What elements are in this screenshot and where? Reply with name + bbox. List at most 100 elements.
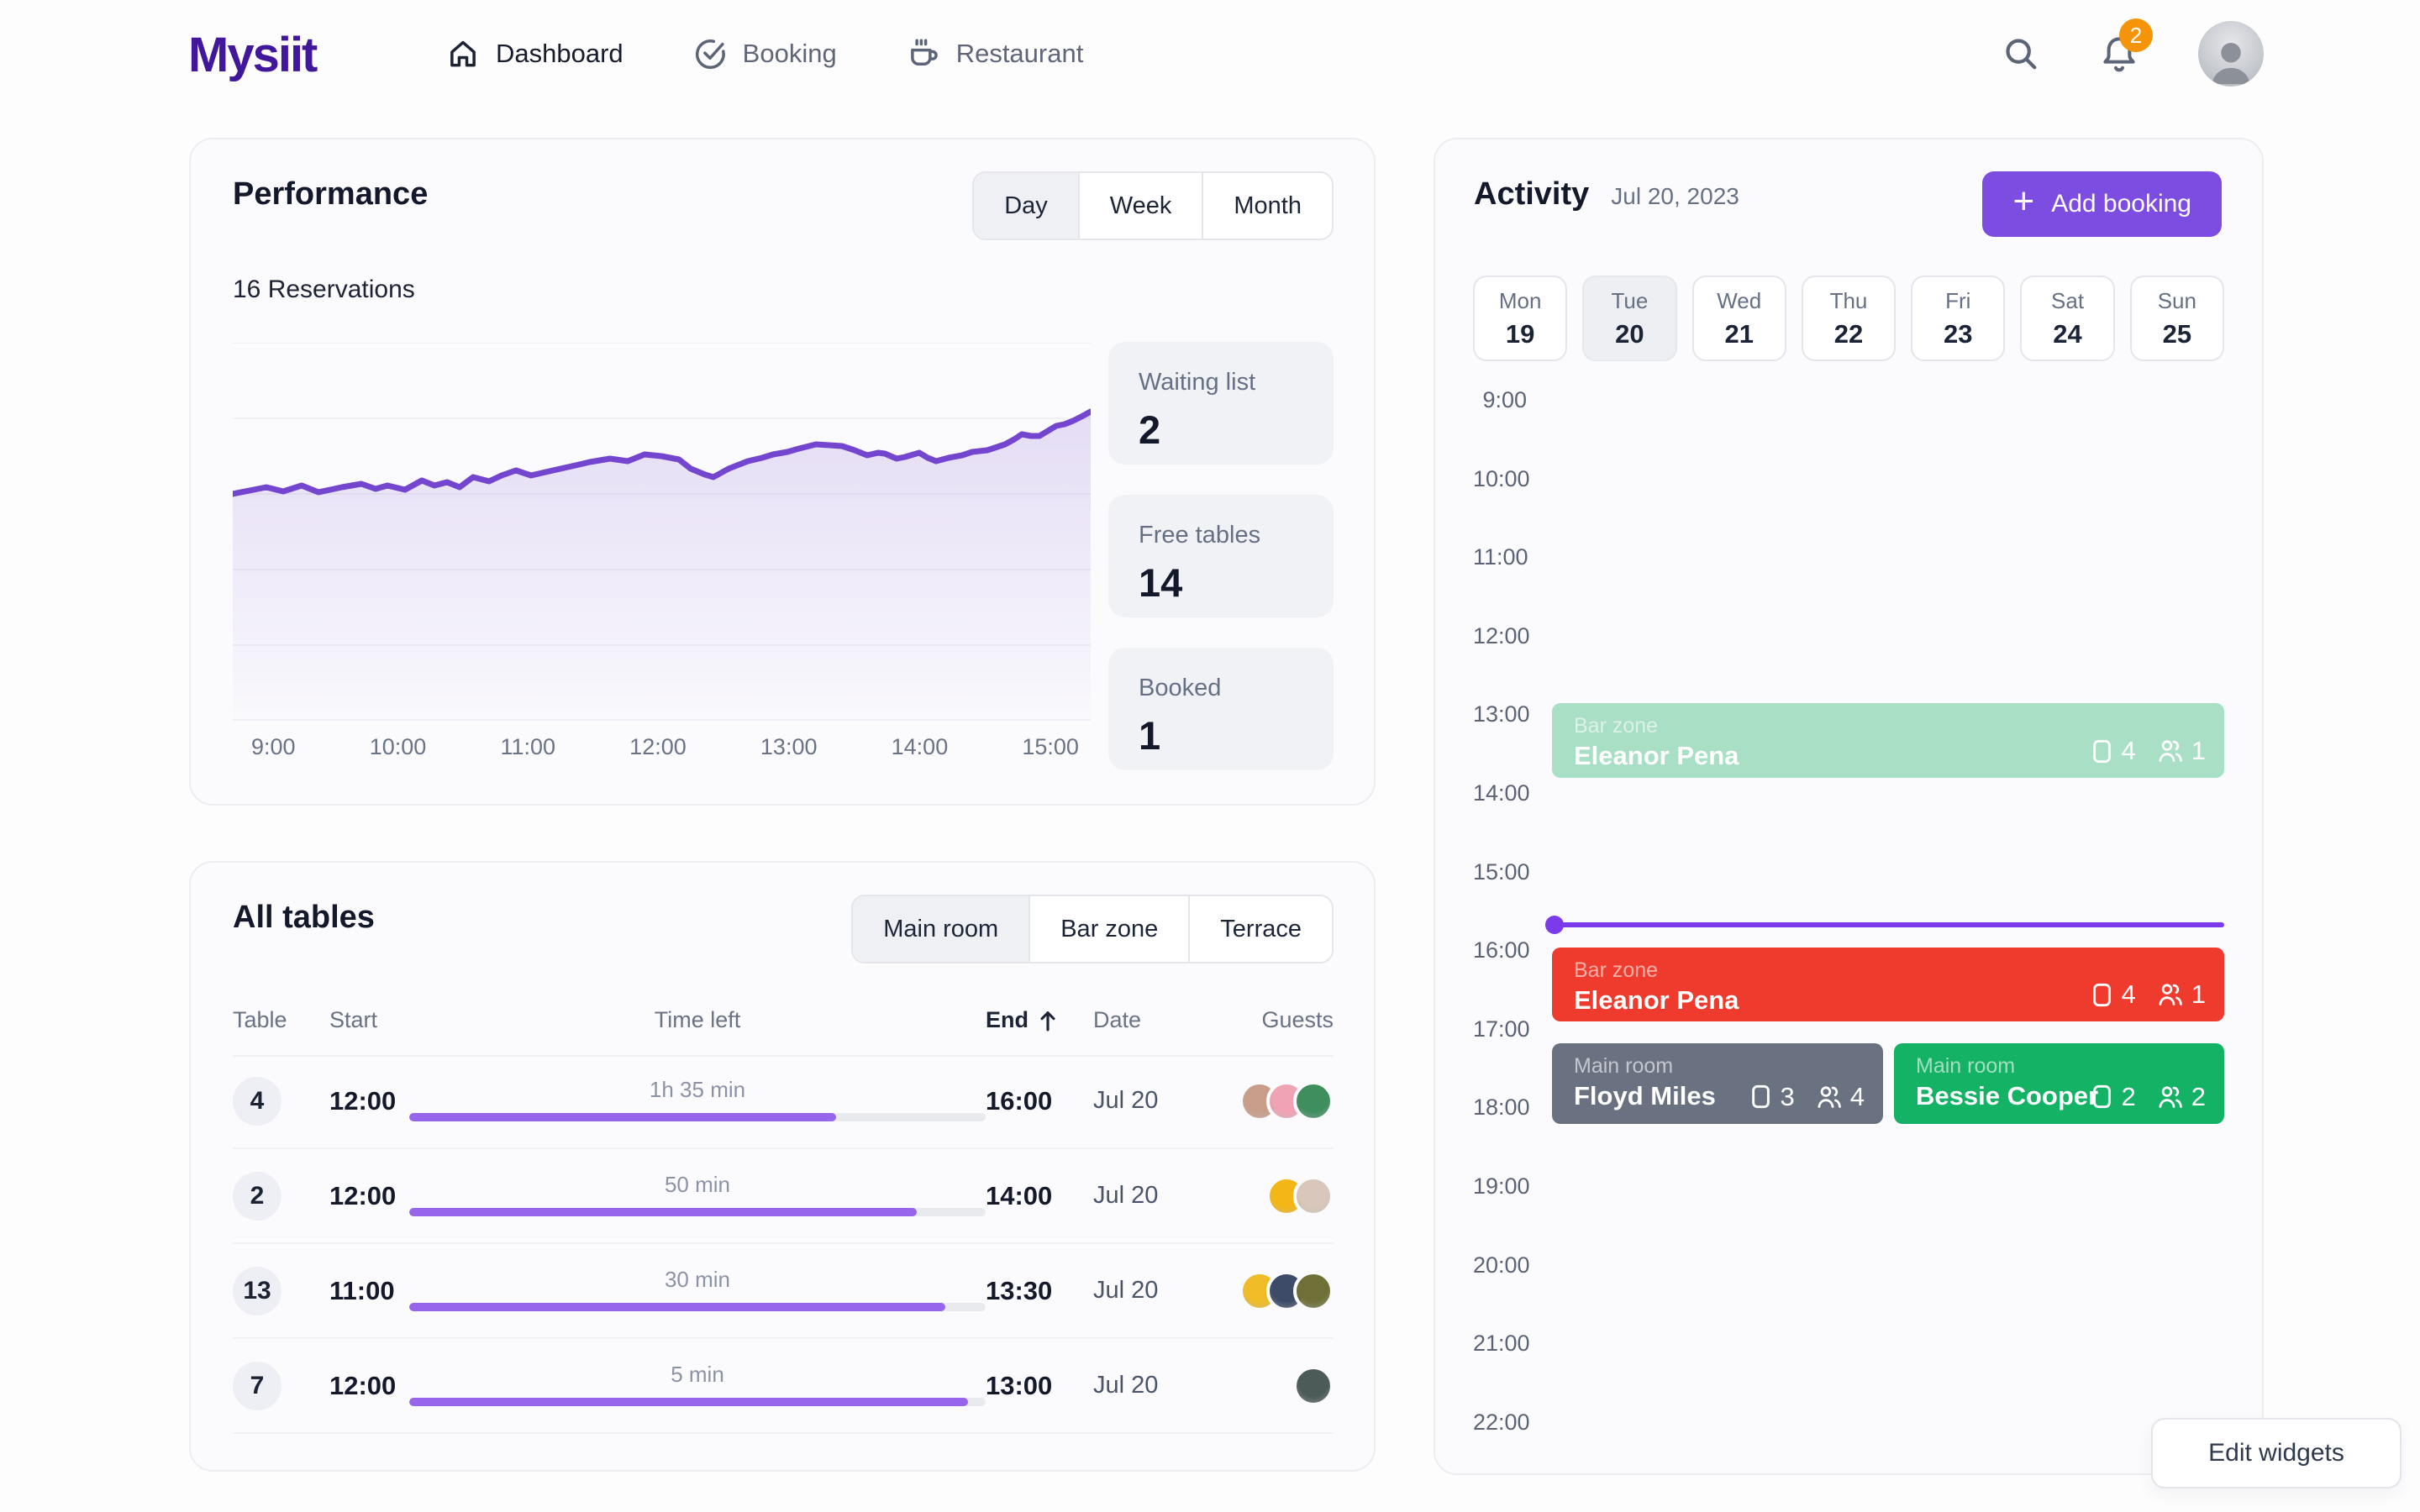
guests-icon — [2158, 1084, 2183, 1110]
event-guests-count: 4 — [1817, 1082, 1865, 1112]
stat-booked: Booked 1 — [1108, 648, 1334, 770]
booking-event-eleanor-pena[interactable]: Bar zone Eleanor Pena 4 1 — [1552, 703, 2224, 779]
event-guests-count: 2 — [2158, 1082, 2206, 1112]
timeline-hour-label: 13:00 — [1473, 701, 1530, 727]
tables-count-value: 4 — [2121, 736, 2136, 766]
event-guest-name: Floyd Miles — [1574, 1080, 1716, 1110]
time-left-label: 30 min — [664, 1267, 731, 1292]
day-chip-mon[interactable]: Mon 19 — [1473, 276, 1568, 361]
table-row[interactable]: 13 11:00 30 min 13:30 Jul 20 — [233, 1244, 1334, 1339]
guest-avatars — [1214, 1175, 1334, 1216]
nav-item-booking[interactable]: Booking — [692, 36, 837, 71]
stat-value: 14 — [1139, 560, 1183, 605]
day-chip-tue[interactable]: Tue 20 — [1582, 276, 1677, 361]
search-icon — [2002, 34, 2040, 73]
guests-icon — [1817, 1084, 1842, 1110]
zone-tab-bar-zone[interactable]: Bar zone — [1028, 896, 1189, 962]
nav-item-restaurant[interactable]: Restaurant — [906, 36, 1083, 71]
day-name: Wed — [1717, 287, 1762, 313]
progress-fill — [409, 1398, 969, 1406]
timeline-hour-label: 22:00 — [1473, 1409, 1530, 1435]
range-tab-day[interactable]: Day — [974, 173, 1078, 239]
booking-event-bessie-cooper[interactable]: Main room Bessie Cooper 2 2 — [1894, 1042, 2224, 1124]
start-time: 12:00 — [329, 1085, 397, 1116]
day-chip-sun[interactable]: Sun 25 — [2129, 276, 2224, 361]
column-date: Date — [1093, 1007, 1142, 1032]
timeline-hour-label: 16:00 — [1473, 937, 1530, 963]
booking-date: Jul 20 — [1093, 1182, 1159, 1209]
user-avatar[interactable] — [2198, 21, 2264, 87]
event-zone: Bar zone — [1574, 958, 1659, 983]
edit-widgets-button[interactable]: Edit widgets — [2151, 1418, 2402, 1488]
day-number: 25 — [2162, 318, 2192, 349]
day-number: 24 — [2053, 318, 2082, 349]
event-guests-count: 1 — [2158, 736, 2206, 766]
event-tables-count: 2 — [2091, 1082, 2136, 1112]
notifications-button[interactable]: 2 — [2099, 18, 2153, 74]
table-row[interactable]: 7 12:00 5 min 13:00 Jul 20 — [233, 1339, 1334, 1434]
performance-stats: Waiting list 2 Free tables 14 Booked 1 — [1108, 342, 1334, 770]
all-tables-card: All tables Main room Bar zone Terrace Tabl… — [189, 861, 1376, 1472]
day-chip-sat[interactable]: Sat 24 — [2020, 276, 2115, 361]
range-tab-month[interactable]: Month — [1202, 173, 1332, 239]
booking-event-floyd-miles[interactable]: Main room Floyd Miles 3 4 — [1552, 1042, 1883, 1124]
x-tick: 14:00 — [891, 734, 949, 759]
booking-date: Jul 20 — [1093, 1372, 1159, 1399]
x-tick: 15:00 — [1022, 734, 1079, 759]
coffee-cup-icon — [906, 36, 941, 71]
x-tick: 10:00 — [369, 734, 427, 759]
range-tab-week[interactable]: Week — [1077, 173, 1202, 239]
guest-avatar — [1293, 1270, 1334, 1311]
guest-avatars — [1214, 1365, 1334, 1406]
topbar-actions: 2 — [2002, 0, 2264, 108]
booking-event-eleanor-pena[interactable]: Bar zone Eleanor Pena 4 1 — [1552, 948, 2224, 1022]
table-number-cell: 2 — [233, 1171, 329, 1221]
day-chip-fri[interactable]: Fri 23 — [1911, 276, 2006, 361]
timeline-hour-label: 12:00 — [1473, 622, 1530, 648]
search-button[interactable] — [2002, 34, 2040, 73]
brand-logo[interactable]: Mysiit — [188, 28, 318, 82]
guest-avatars — [1214, 1270, 1334, 1311]
day-name: Sat — [2051, 287, 2085, 313]
timeline-hour-label: 10:00 — [1473, 465, 1530, 491]
nav-item-dashboard[interactable]: Dashboard — [445, 36, 623, 71]
day-chip-thu[interactable]: Thu 22 — [1801, 276, 1897, 361]
add-booking-button[interactable]: + Add booking — [1982, 171, 2222, 237]
time-left-label: 5 min — [671, 1362, 724, 1387]
tables-count-value: 3 — [1780, 1081, 1795, 1111]
activity-card: Activity Jul 20, 2023 + Add booking Mon 1… — [1434, 138, 2264, 1475]
stat-free-tables: Free tables 14 — [1108, 495, 1334, 617]
reservations-count: 16 Reservations — [233, 276, 415, 303]
performance-title: Performance — [233, 176, 429, 212]
performance-range-toggle: Day Week Month — [972, 171, 1334, 240]
table-number-cell: 4 — [233, 1076, 329, 1126]
progress-track — [409, 1303, 986, 1311]
tables-count-value: 2 — [2121, 1081, 2136, 1111]
zone-tab-main-room[interactable]: Main room — [853, 896, 1029, 962]
day-name: Tue — [1611, 287, 1649, 313]
time-left-label: 1h 35 min — [649, 1077, 746, 1102]
progress-fill — [409, 1303, 945, 1311]
table-icon — [2091, 982, 2113, 1008]
time-left-cell: 30 min — [409, 1267, 986, 1311]
event-zone: Main room — [1916, 1053, 2016, 1078]
table-icon — [1749, 1084, 1772, 1110]
performance-card: Performance Day Week Month 16 Reservations… — [189, 138, 1376, 806]
event-zone: Main room — [1574, 1053, 1674, 1078]
x-tick: 13:00 — [760, 734, 818, 759]
table-icon — [2091, 1084, 2113, 1110]
guest-avatar — [1293, 1080, 1334, 1121]
guests-count-value: 4 — [1849, 1081, 1865, 1111]
start-time: 11:00 — [329, 1275, 395, 1305]
column-end-sort[interactable]: End — [986, 1007, 1093, 1033]
day-number: 19 — [1505, 318, 1535, 349]
table-row[interactable]: 2 12:00 50 min 14:00 Jul 20 — [233, 1149, 1334, 1244]
end-time: 13:30 — [986, 1275, 1053, 1305]
nav-item-label: Dashboard — [496, 39, 623, 68]
day-chip-wed[interactable]: Wed 21 — [1691, 276, 1786, 361]
table-row[interactable]: 4 12:00 1h 35 min 16:00 Jul 20 — [233, 1054, 1334, 1149]
zone-tab-terrace[interactable]: Terrace — [1188, 896, 1332, 962]
progress-track — [409, 1398, 986, 1406]
table-number-badge: 4 — [233, 1076, 281, 1126]
